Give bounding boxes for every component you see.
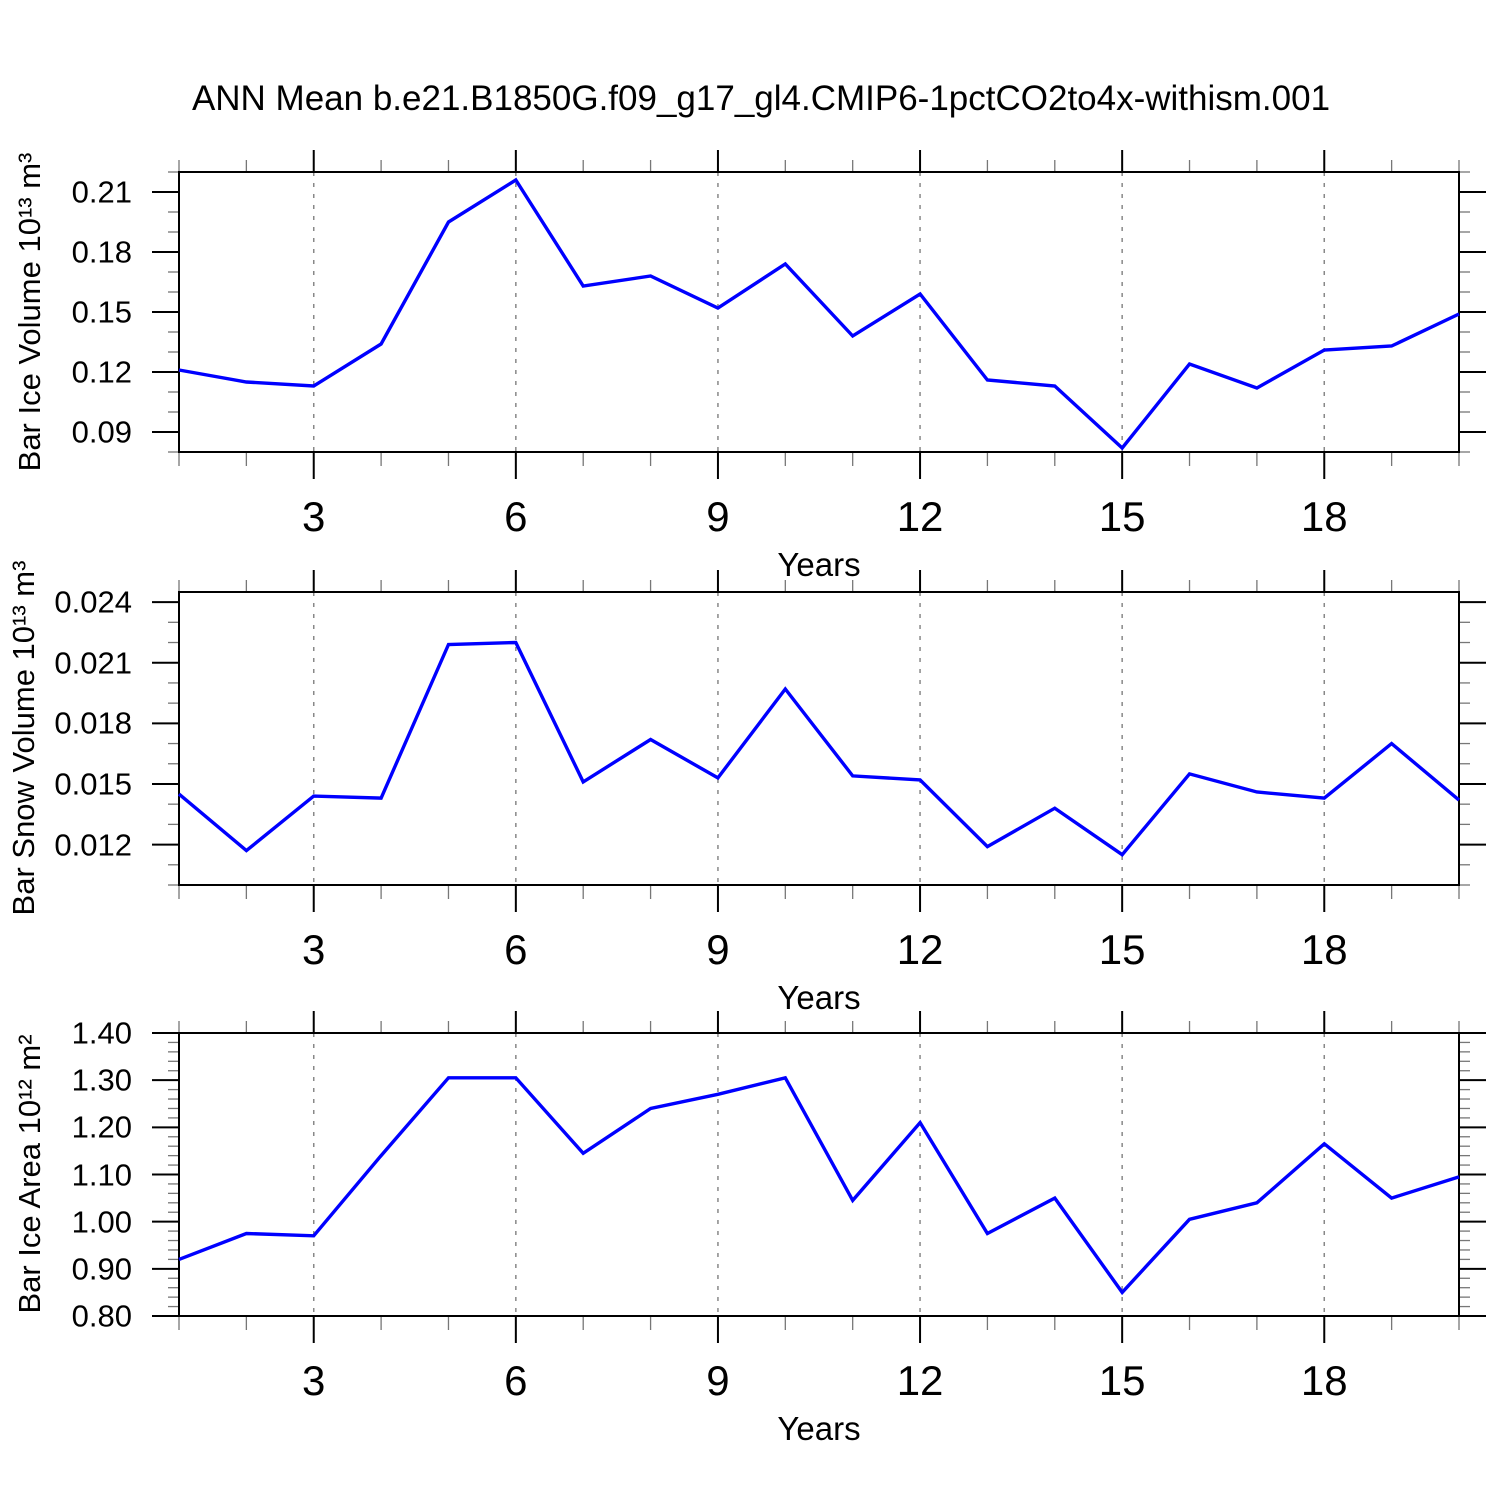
x-tick-label: 15 <box>1098 493 1146 540</box>
x-tick-label: 3 <box>302 926 326 973</box>
y-tick-label: 0.12 <box>71 354 132 390</box>
x-axis-title-2: Years <box>777 979 861 1016</box>
x-tick-label: 3 <box>302 1357 326 1404</box>
x-tick-label: 12 <box>896 1357 944 1404</box>
y-tick-label: 1.30 <box>71 1062 132 1098</box>
y-tick-label: 0.018 <box>54 705 132 741</box>
data-line-snow-volume <box>177 640 1461 857</box>
y-tick-label: 0.021 <box>54 645 132 681</box>
x-axis-title-3: Years <box>777 1410 861 1447</box>
y-tick-label: 0.80 <box>71 1298 132 1334</box>
x-tick-label: 9 <box>706 493 730 540</box>
y-tick-label: 0.015 <box>54 766 132 802</box>
x-tick-label: 12 <box>896 493 944 540</box>
y-tick-label: 0.024 <box>54 584 132 620</box>
y-tick-label: 0.012 <box>54 827 132 863</box>
y-tick-label: 0.15 <box>71 294 132 330</box>
x-tick-label: 15 <box>1098 1357 1146 1404</box>
y-tick-label: 1.20 <box>71 1109 132 1145</box>
x-tick-label: 18 <box>1300 493 1348 540</box>
y-tick-label: 1.40 <box>71 1015 132 1051</box>
plot-frame <box>178 1032 1460 1317</box>
data-line-ice-volume <box>178 177 1460 451</box>
y-tick-label: 0.09 <box>71 414 132 450</box>
x-axis-title-1: Years <box>777 546 861 583</box>
y-tick-label: 0.18 <box>71 234 132 270</box>
x-tick-label: 15 <box>1098 926 1146 973</box>
x-tick-label: 6 <box>504 926 528 973</box>
x-tick-label: 9 <box>706 926 730 973</box>
x-tick-label: 12 <box>896 926 944 973</box>
y-tick-label: 1.10 <box>71 1157 132 1192</box>
y-tick-label: 1.00 <box>71 1204 132 1240</box>
x-tick-label: 3 <box>302 493 326 540</box>
page-title: ANN Mean b.e21.B1850G.f09_g17_gl4.CMIP6-… <box>191 79 1331 118</box>
plot-frame <box>178 171 1460 453</box>
y-tick-label: 0.21 <box>71 174 132 210</box>
data-line-ice-area <box>178 1075 1460 1296</box>
plot-frame <box>178 591 1460 886</box>
x-tick-label: 18 <box>1300 926 1348 973</box>
plot-snow-volume <box>152 570 1486 912</box>
x-tick-label: 6 <box>504 493 528 540</box>
plot-ice-area <box>152 1011 1486 1343</box>
x-tick-label: 6 <box>504 1357 528 1404</box>
plot-ice-volume <box>152 150 1486 479</box>
x-tick-label: 18 <box>1300 1357 1348 1404</box>
x-tick-label: 9 <box>706 1357 730 1404</box>
y-tick-label: 0.90 <box>71 1251 132 1287</box>
